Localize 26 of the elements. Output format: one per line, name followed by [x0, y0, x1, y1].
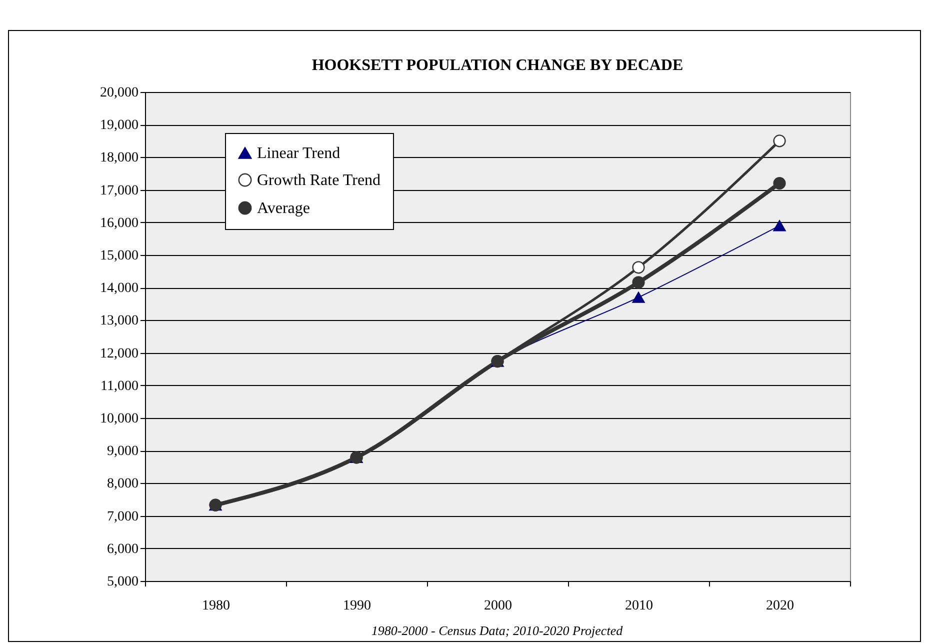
x-tick-label: 1980	[202, 598, 230, 614]
chart-title: HOOKSETT POPULATION CHANGE BY DECADE	[312, 57, 684, 74]
y-tick-label: 12,000	[100, 346, 138, 362]
y-tick-label: 8,000	[107, 476, 138, 492]
text: 1980-2000 - Census Data; 2010-2020 Projected	[371, 623, 624, 638]
y-tick-label: 20,000	[100, 86, 138, 100]
y-tick-label: 18,000	[100, 150, 138, 166]
y-tick-label: 19,000	[100, 118, 138, 134]
x-tick-label: 2010	[625, 598, 653, 614]
y-tick-label: 5,000	[107, 574, 138, 590]
legend-label: Linear Trend	[257, 145, 340, 162]
x-tick-label: 1990	[343, 598, 371, 614]
y-tick-label: 16,000	[100, 216, 138, 231]
y-tick-label: 17,000	[100, 183, 138, 198]
y-tick-label: 10,000	[100, 412, 138, 426]
y-tick-label: 14,000	[100, 281, 138, 296]
legend-label: Average	[257, 200, 310, 217]
y-tick-label: 6,000	[107, 542, 138, 557]
y-tick-label: 13,000	[100, 314, 138, 329]
legend-label: Growth Rate Trend	[257, 172, 381, 189]
y-tick-label: 9,000	[107, 444, 138, 460]
y-tick-label: 11,000	[100, 378, 138, 394]
x-tick-label: 2020	[766, 598, 794, 614]
x-tick-label: 2000	[484, 598, 512, 614]
y-tick-label: 15,000	[100, 248, 138, 264]
y-tick-label: 7,000	[107, 509, 138, 524]
